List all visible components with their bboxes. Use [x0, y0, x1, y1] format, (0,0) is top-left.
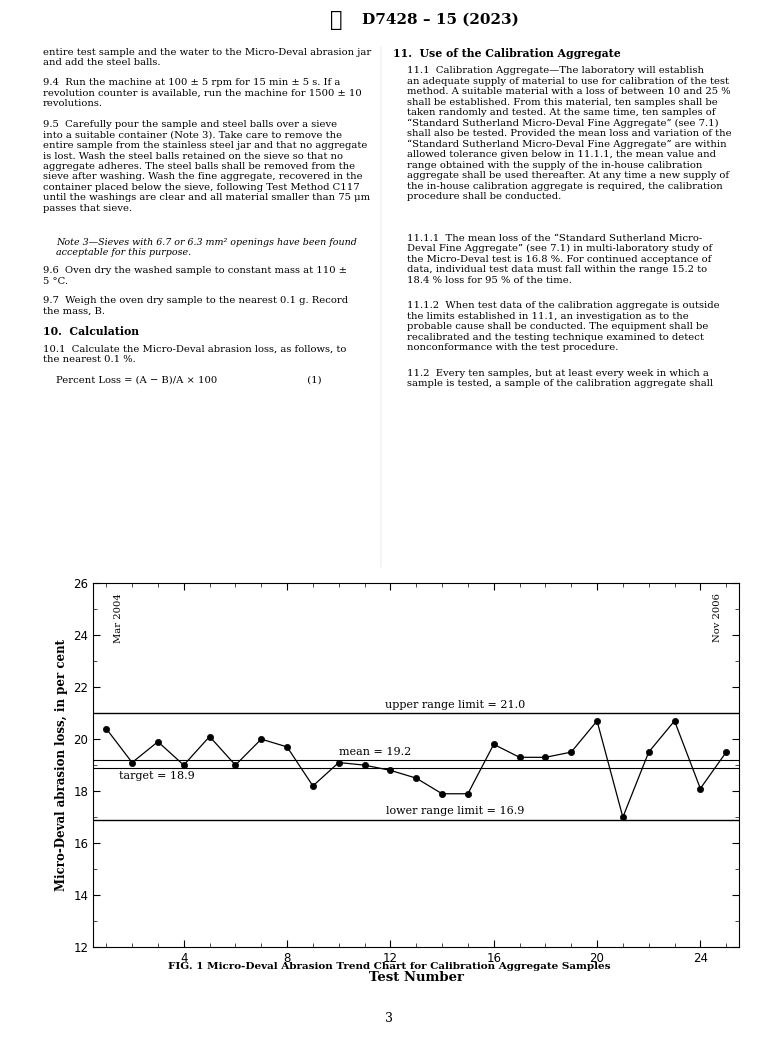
- Text: FIG. 1 Micro-Deval Abrasion Trend Chart for Calibration Aggregate Samples: FIG. 1 Micro-Deval Abrasion Trend Chart …: [168, 962, 610, 970]
- Text: 10.  Calculation: 10. Calculation: [43, 327, 138, 337]
- Text: 10.1  Calculate the Micro-Deval abrasion loss, as follows, to
the nearest 0.1 %.: 10.1 Calculate the Micro-Deval abrasion …: [43, 345, 346, 364]
- Text: 11.2  Every ten samples, but at least every week in which a
sample is tested, a : 11.2 Every ten samples, but at least eve…: [407, 369, 713, 388]
- Text: Note 3—Sieves with 6.7 or 6.3 mm² openings have been found
acceptable for this p: Note 3—Sieves with 6.7 or 6.3 mm² openin…: [56, 238, 356, 257]
- Text: 11.1.2  When test data of the calibration aggregate is outside
the limits establ: 11.1.2 When test data of the calibration…: [407, 302, 720, 352]
- Text: ⦾: ⦾: [330, 10, 342, 30]
- Text: mean = 19.2: mean = 19.2: [338, 746, 411, 757]
- Text: upper range limit = 21.0: upper range limit = 21.0: [385, 700, 525, 710]
- Text: D7428 – 15 (2023): D7428 – 15 (2023): [362, 14, 519, 27]
- Text: Percent Loss = (A − B)/A × 100         (1): Percent Loss = (A − B)/A × 100 (1): [56, 375, 321, 384]
- Text: lower range limit = 16.9: lower range limit = 16.9: [386, 807, 524, 816]
- Text: 11.  Use of the Calibration Aggregate: 11. Use of the Calibration Aggregate: [393, 48, 621, 59]
- Text: entire test sample and the water to the Micro-Deval abrasion jar
and add the ste: entire test sample and the water to the …: [43, 48, 371, 68]
- Text: 11.1.1  The mean loss of the “Standard Sutherland Micro-
Deval Fine Aggregate” (: 11.1.1 The mean loss of the “Standard Su…: [407, 234, 713, 284]
- Text: Mar 2004: Mar 2004: [114, 593, 123, 643]
- Text: 3: 3: [385, 1012, 393, 1024]
- Text: 9.7  Weigh the oven dry sample to the nearest 0.1 g. Record
the mass, B.: 9.7 Weigh the oven dry sample to the nea…: [43, 297, 348, 315]
- Y-axis label: Micro-Deval abrasion loss, in per cent: Micro-Deval abrasion loss, in per cent: [55, 639, 68, 891]
- Text: 9.5  Carefully pour the sample and steel balls over a sieve
into a suitable cont: 9.5 Carefully pour the sample and steel …: [43, 121, 370, 212]
- Text: 11.1  Calibration Aggregate—The laboratory will establish
an adequate supply of : 11.1 Calibration Aggregate—The laborator…: [407, 67, 731, 201]
- Text: 9.4  Run the machine at 100 ± 5 rpm for 15 min ± 5 s. If a
revolution counter is: 9.4 Run the machine at 100 ± 5 rpm for 1…: [43, 78, 362, 107]
- X-axis label: Test Number: Test Number: [369, 970, 464, 984]
- Text: Nov 2006: Nov 2006: [713, 593, 722, 642]
- Text: 9.6  Oven dry the washed sample to constant mass at 110 ±
5 °C.: 9.6 Oven dry the washed sample to consta…: [43, 266, 347, 286]
- Text: target = 18.9: target = 18.9: [119, 771, 195, 781]
